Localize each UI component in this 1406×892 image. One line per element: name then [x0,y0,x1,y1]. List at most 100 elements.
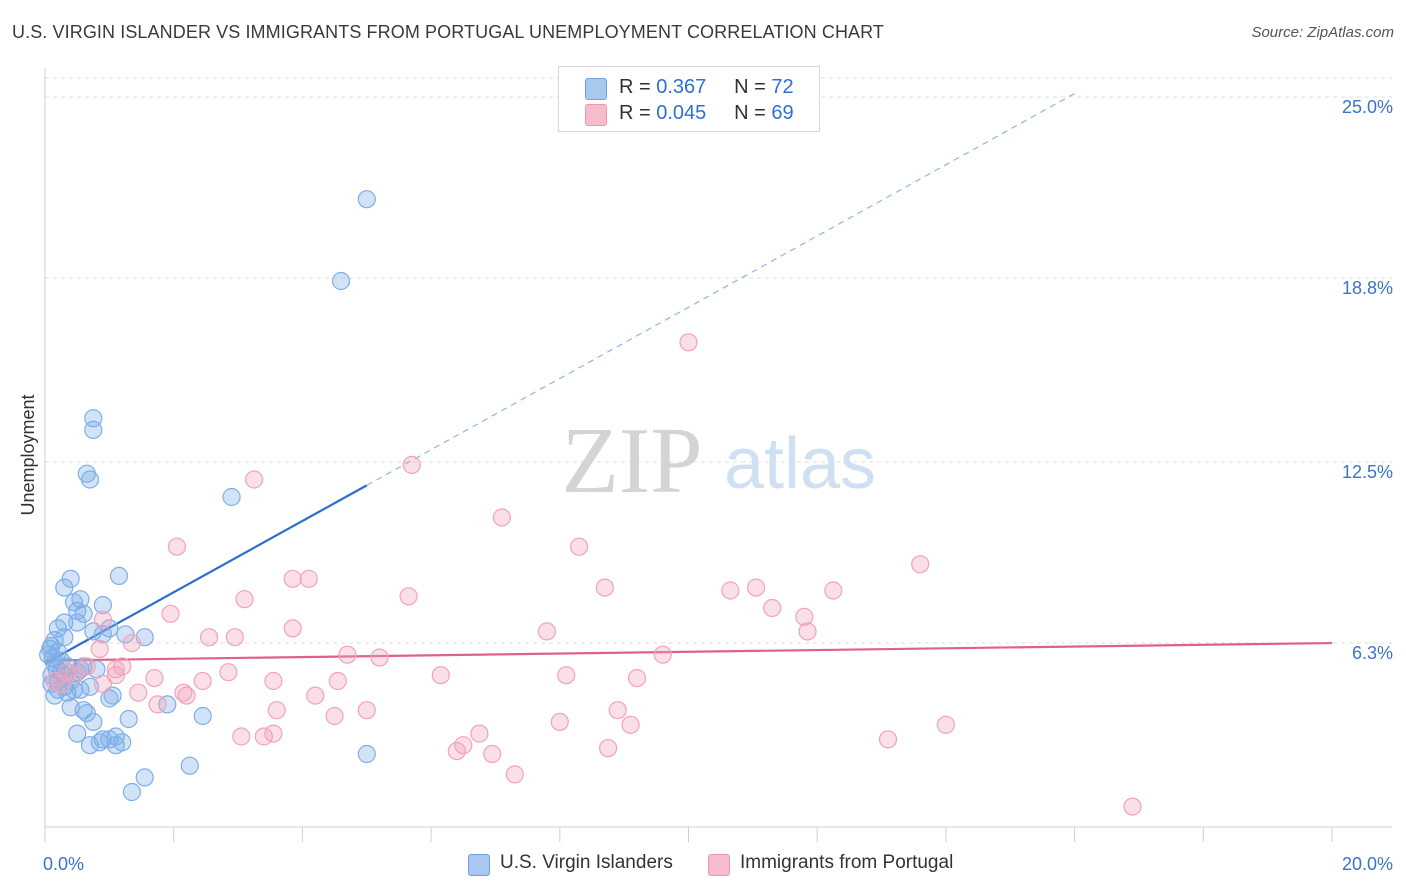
data-point-portugal [569,537,589,556]
data-point-portugal [225,628,244,647]
chart-title: U.S. VIRGIN ISLANDER VS IMMIGRANTS FROM … [12,22,885,42]
data-point-portugal [911,555,930,574]
legend-swatch-pink [708,854,730,876]
data-point-portugal [122,633,141,653]
data-point-virgin-islanders [77,464,96,483]
data-point-virgin-islanders [74,701,93,720]
data-point-portugal [746,578,766,597]
stats-legend: R = 0.367 N = 72 R = 0.045 N = 69 [558,66,820,132]
r-value: 0.367 [656,76,707,98]
r-value: 0.045 [656,102,707,124]
data-point-portugal [145,668,164,688]
data-point-virgin-islanders [80,736,100,755]
n-value: 72 [771,76,794,98]
data-point-portugal [653,645,672,664]
data-point-portugal [798,622,817,641]
y-tick-label: 6.3% [1352,643,1393,663]
data-point-portugal [824,581,843,600]
data-point-virgin-islanders [68,724,87,743]
data-point-portugal [492,508,511,527]
data-point-virgin-islanders [93,595,113,615]
data-points [39,190,1142,816]
x-tick-label: 20.0% [1342,854,1393,874]
y-axis-label: Unemployment [18,394,38,515]
data-point-virgin-islanders [40,639,60,659]
data-point-virgin-islanders [68,613,87,632]
data-point-virgin-islanders [80,470,100,489]
data-point-portugal [370,648,389,667]
legend-label: Immigrants from Portugal [740,852,954,873]
data-point-portugal [167,537,186,556]
data-point-virgin-islanders [222,487,241,507]
data-point-virgin-islanders [135,768,154,787]
data-point-virgin-islanders [47,660,66,679]
data-point-portugal [399,587,418,606]
watermark: ZIP atlas [562,409,877,513]
trend-line-virgin-islanders [44,484,368,665]
data-point-portugal [64,666,84,685]
data-point-portugal [232,727,251,746]
data-point-portugal [235,590,254,609]
y-tick-label: 25.0% [1342,97,1393,117]
grid-lines [45,77,1392,644]
data-point-virgin-islanders [55,578,74,597]
data-point-portugal [193,671,212,691]
data-point-portugal [550,712,569,732]
data-point-portugal [431,666,450,685]
data-point-portugal [283,619,302,638]
x-tick-label: 0.0% [43,854,84,874]
data-point-portugal [129,683,148,702]
data-point-virgin-islanders [180,756,199,775]
n-value: 69 [771,102,794,124]
y-tick-label: 12.5% [1342,462,1393,482]
data-point-portugal [264,671,283,691]
data-point-portugal [608,701,627,720]
legend-swatch-blue [468,854,490,876]
data-point-portugal [325,706,344,726]
legend-label: U.S. Virgin Islanders [500,852,673,873]
data-point-portugal [93,610,113,629]
watermark-zip: ZIP [562,409,703,513]
data-point-portugal [447,741,466,761]
data-point-portugal [936,715,956,734]
data-point-virgin-islanders [357,190,376,209]
legend-swatch-pink [585,104,607,126]
trend-line-extension-virgin-islanders [366,92,1075,486]
watermark-atlas: atlas [724,424,876,504]
data-point-portugal [77,657,96,676]
data-point-portugal [245,470,264,489]
r-label: R = [619,102,651,124]
data-point-virgin-islanders [55,677,74,696]
data-point-portugal [93,674,113,694]
data-point-portugal [219,663,238,682]
data-point-portugal [598,739,618,758]
axes [44,68,1392,842]
data-point-portugal [1123,797,1142,816]
data-point-virgin-islanders [109,566,129,586]
data-point-virgin-islanders [106,736,125,755]
data-point-portugal [557,666,576,685]
data-point-virgin-islanders [103,686,122,705]
trend-line-portugal [44,641,1333,662]
data-point-portugal [402,455,421,474]
data-point-portugal [627,668,647,688]
data-point-portugal [621,715,640,734]
r-label: R = [619,76,651,98]
data-point-portugal [283,569,302,588]
data-point-portugal [267,701,286,720]
data-point-virgin-islanders [84,712,103,732]
data-point-portugal [113,657,132,676]
data-point-portugal [878,730,898,749]
source-label: Source: ZipAtlas.com [1251,24,1394,41]
data-point-virgin-islanders [84,420,103,439]
data-point-portugal [470,724,489,743]
data-point-portugal [505,765,524,784]
data-point-portugal [161,604,180,623]
data-point-portugal [679,333,698,352]
data-point-virgin-islanders [158,695,177,714]
data-point-portugal [299,569,318,588]
data-point-portugal [338,645,357,664]
data-point-portugal [200,628,219,647]
data-point-portugal [721,581,740,600]
